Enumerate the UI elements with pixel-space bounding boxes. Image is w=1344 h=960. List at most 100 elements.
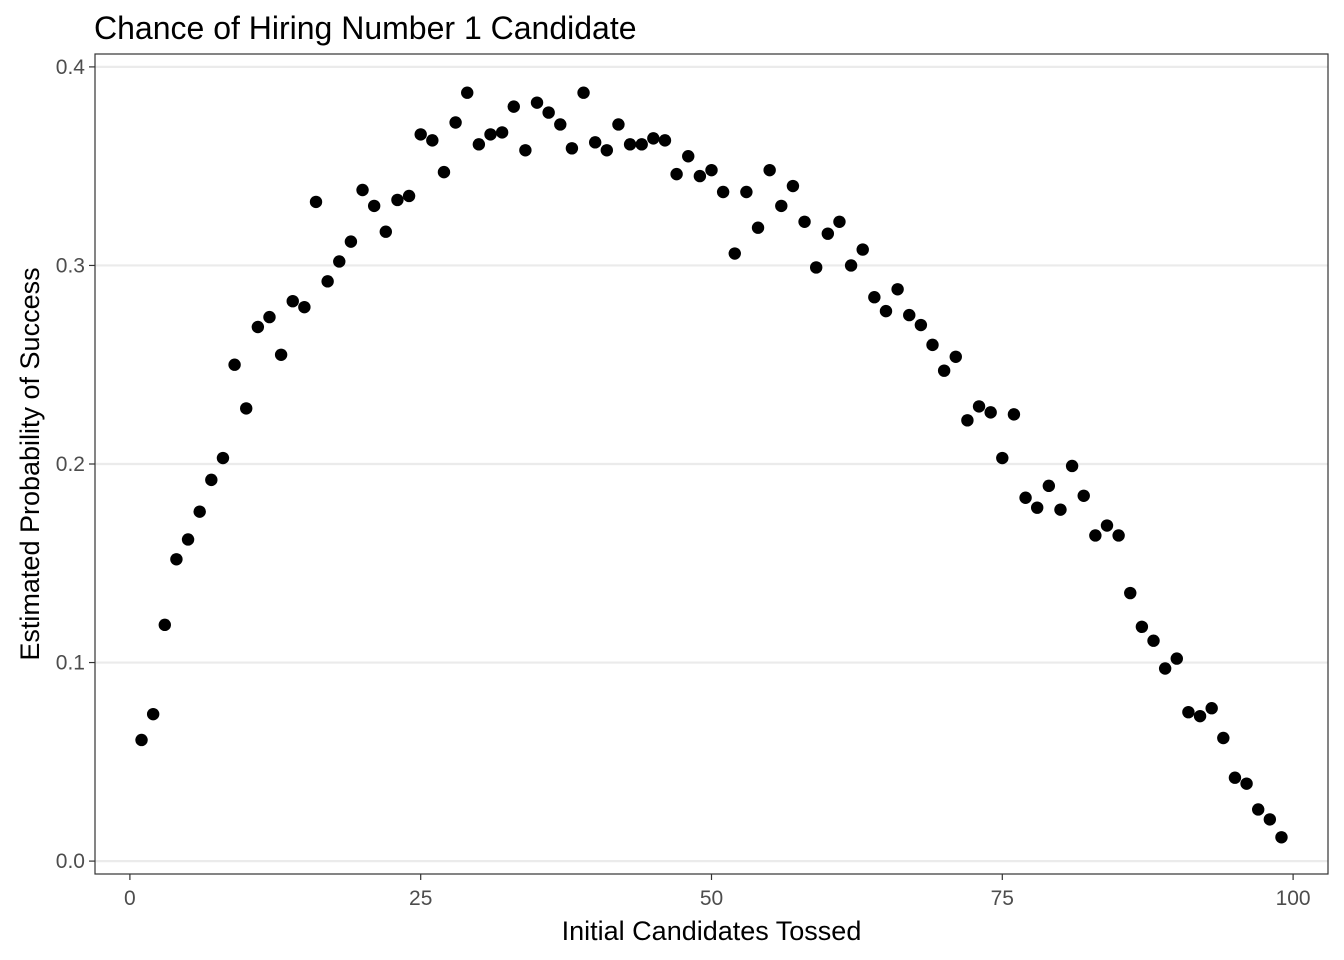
data-point bbox=[274, 348, 288, 361]
data-point bbox=[402, 189, 416, 203]
x-axis-ticks: 0 25 50 75 100 bbox=[124, 874, 1311, 910]
data-point bbox=[495, 126, 509, 139]
y-tick-label: 0.0 bbox=[56, 850, 85, 873]
data-point bbox=[937, 364, 951, 377]
data-point bbox=[856, 243, 869, 256]
data-point bbox=[984, 406, 997, 419]
data-point bbox=[1124, 586, 1137, 600]
data-point bbox=[519, 144, 532, 157]
data-point bbox=[728, 247, 741, 260]
data-point bbox=[1147, 634, 1160, 647]
data-point bbox=[821, 227, 835, 240]
data-point bbox=[1065, 459, 1079, 473]
data-points bbox=[135, 86, 1288, 844]
y-tick-label: 0.2 bbox=[56, 453, 85, 476]
data-point bbox=[135, 733, 148, 747]
data-point bbox=[1042, 479, 1056, 493]
data-point bbox=[321, 275, 334, 288]
data-point bbox=[309, 195, 323, 209]
data-point bbox=[554, 118, 567, 131]
data-point bbox=[240, 402, 253, 415]
data-point bbox=[1054, 503, 1067, 516]
data-point bbox=[996, 451, 1009, 465]
data-point bbox=[1170, 652, 1183, 665]
data-point bbox=[693, 169, 707, 183]
data-point bbox=[682, 150, 695, 163]
data-point bbox=[740, 185, 753, 199]
x-tick-label: 50 bbox=[700, 887, 723, 910]
data-point bbox=[367, 199, 381, 213]
data-point bbox=[472, 138, 486, 151]
data-point bbox=[391, 193, 404, 207]
chart-title: Chance of Hiring Number 1 Candidate bbox=[94, 10, 637, 46]
data-point bbox=[379, 225, 393, 238]
data-point bbox=[833, 215, 846, 228]
data-point bbox=[844, 259, 858, 272]
data-point bbox=[1228, 771, 1242, 784]
data-point bbox=[158, 618, 171, 632]
data-point bbox=[658, 134, 672, 147]
data-point bbox=[949, 350, 962, 363]
data-point bbox=[670, 167, 683, 181]
data-point bbox=[786, 179, 800, 193]
data-point bbox=[251, 320, 265, 334]
data-point bbox=[1205, 702, 1218, 715]
data-point bbox=[1100, 519, 1114, 532]
y-gridlines bbox=[95, 65, 1328, 863]
data-point bbox=[437, 165, 451, 179]
data-point bbox=[344, 235, 358, 248]
data-point bbox=[600, 144, 614, 157]
data-point bbox=[356, 183, 369, 197]
data-point bbox=[484, 128, 497, 141]
x-axis-title: Initial Candidates Tossed bbox=[562, 916, 862, 946]
y-tick-label: 0.1 bbox=[56, 652, 85, 675]
data-point bbox=[286, 294, 299, 308]
data-point bbox=[146, 707, 160, 721]
data-point bbox=[170, 553, 183, 566]
data-point bbox=[1158, 662, 1172, 675]
data-point bbox=[426, 134, 439, 147]
data-point bbox=[530, 96, 544, 109]
data-point bbox=[926, 338, 939, 352]
data-point bbox=[1182, 705, 1195, 719]
data-point bbox=[903, 308, 916, 322]
data-point bbox=[809, 261, 823, 274]
data-point bbox=[588, 136, 602, 149]
y-tick-label: 0.4 bbox=[56, 56, 86, 79]
data-point bbox=[647, 132, 660, 145]
y-tick-label: 0.3 bbox=[56, 254, 85, 277]
data-point bbox=[1019, 491, 1032, 504]
data-point bbox=[1007, 408, 1021, 421]
data-point bbox=[1217, 731, 1230, 745]
data-point bbox=[507, 100, 520, 113]
data-point bbox=[879, 304, 893, 318]
x-tick-label: 0 bbox=[124, 887, 136, 910]
data-point bbox=[1077, 489, 1090, 502]
data-point bbox=[716, 185, 730, 199]
data-point bbox=[228, 358, 241, 371]
data-point bbox=[181, 533, 195, 546]
data-point bbox=[461, 86, 474, 99]
data-point bbox=[763, 163, 776, 177]
data-point bbox=[1135, 620, 1149, 634]
data-point bbox=[891, 283, 904, 296]
data-point bbox=[298, 300, 311, 314]
data-point bbox=[1240, 777, 1253, 790]
data-point bbox=[612, 118, 625, 131]
data-point bbox=[205, 473, 218, 487]
data-point bbox=[216, 451, 230, 465]
data-point bbox=[1089, 529, 1102, 542]
data-point bbox=[565, 142, 579, 155]
data-point bbox=[914, 318, 928, 332]
x-tick-label: 25 bbox=[409, 887, 432, 910]
data-point bbox=[775, 199, 788, 213]
data-point bbox=[868, 291, 881, 304]
data-point bbox=[193, 505, 206, 518]
data-point bbox=[1193, 709, 1207, 723]
data-point bbox=[542, 106, 555, 119]
data-point bbox=[263, 310, 276, 324]
y-axis-ticks: 0.0 0.1 0.2 0.3 0.4 bbox=[56, 56, 95, 873]
data-point bbox=[705, 163, 718, 177]
data-point bbox=[1112, 529, 1125, 542]
y-axis-title: Estimated Probability of Success bbox=[15, 267, 45, 660]
